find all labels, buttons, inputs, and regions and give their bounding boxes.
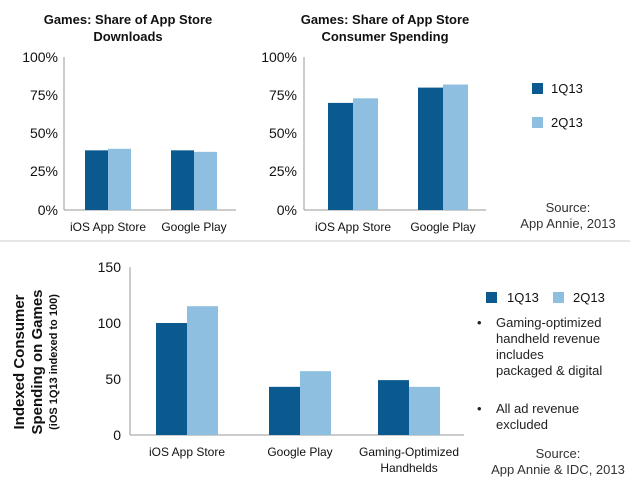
bar-chart3-gaming-optimized-handhelds-1q13 (378, 380, 409, 435)
chart1-title-line2: Downloads (93, 29, 162, 44)
note1-line2: handheld revenue (496, 331, 600, 346)
chart2-xtick-googleplay: Google Play (410, 220, 475, 234)
bar-chart2-ios-app-store-2q13 (353, 98, 378, 210)
legend-bottom-label-2q13: 2Q13 (573, 290, 605, 305)
chart3-bars (156, 306, 440, 435)
chart3-xtick-handhelds-line1: Gaming-Optimized (359, 445, 459, 459)
note1-line3: includes (496, 347, 544, 362)
chart3-ytick-150: 150 (98, 259, 122, 275)
chart1-xtick-ios: iOS App Store (70, 220, 146, 234)
bar-chart1-google-play-1q13 (171, 150, 194, 210)
chart1-xtick-googleplay: Google Play (161, 220, 226, 234)
legend-bottom-swatch-1q13 (486, 292, 497, 303)
source-top-line2: App Annie, 2013 (520, 216, 615, 231)
chart1-ytick-25: 25% (30, 163, 58, 179)
legend-top: 1Q13 2Q13 (532, 81, 583, 130)
legend-top-swatch-2q13 (532, 117, 543, 128)
chart2-ytick-50: 50% (269, 125, 297, 141)
source-top-line1: Source: (546, 200, 591, 215)
source-bottom-line1: Source: (536, 446, 581, 461)
bar-chart2-google-play-1q13 (418, 87, 443, 210)
legend-bottom-swatch-2q13 (553, 292, 564, 303)
legend-top-swatch-1q13 (532, 83, 543, 94)
chart2-bars (328, 84, 468, 210)
note2-bullet: • (477, 401, 482, 416)
chart3-ytick-0: 0 (113, 427, 121, 443)
chart3-ylabel: Indexed Consumer Spending on Games (iOS … (11, 289, 60, 434)
legend-top-label-1q13: 1Q13 (551, 81, 583, 96)
chart2-ytick-75: 75% (269, 87, 297, 103)
notes: • Gaming-optimized handheld revenue incl… (477, 315, 602, 432)
bar-chart3-gaming-optimized-handhelds-2q13 (409, 386, 440, 435)
chart2-ytick-100: 100% (261, 49, 297, 65)
chart3-xtick-ios: iOS App Store (149, 445, 225, 459)
legend-bottom-label-1q13: 1Q13 (507, 290, 539, 305)
bar-chart3-ios-app-store-1q13 (156, 323, 187, 435)
chart1-title-line1: Games: Share of App Store (44, 12, 213, 27)
bar-chart2-google-play-2q13 (443, 84, 468, 210)
note1-line1: Gaming-optimized (496, 315, 602, 330)
chart3-ylabel-line2: Spending on Games (29, 289, 46, 434)
chart1-ytick-75: 75% (30, 87, 58, 103)
chart3-ylabel-sub: (iOS 1Q13 indexed to 100) (48, 294, 60, 430)
legend-bottom: 1Q13 2Q13 (486, 290, 605, 305)
chart-downloads: Games: Share of App Store Downloads 0% 2… (22, 12, 236, 234)
chart1-ytick-50: 50% (30, 125, 58, 141)
bar-chart1-google-play-2q13 (194, 151, 217, 210)
chart3-xtick-googleplay: Google Play (267, 445, 332, 459)
chart2-xtick-ios: iOS App Store (315, 220, 391, 234)
chart3-ytick-100: 100 (98, 315, 122, 331)
bar-chart1-ios-app-store-1q13 (85, 150, 108, 210)
chart-spending: Games: Share of App Store Consumer Spend… (261, 12, 486, 234)
chart-indexed: Indexed Consumer Spending on Games (iOS … (11, 259, 464, 475)
chart1-ytick-100: 100% (22, 49, 58, 65)
chart3-ytick-50: 50 (105, 371, 121, 387)
chart2-title-line1: Games: Share of App Store (301, 12, 470, 27)
bar-chart3-google-play-1q13 (269, 386, 300, 435)
note2-line2: excluded (496, 417, 548, 432)
bar-chart3-ios-app-store-2q13 (187, 306, 218, 435)
chart1-ytick-0: 0% (38, 202, 58, 218)
source-bottom-line2: App Annie & IDC, 2013 (491, 462, 625, 477)
legend-top-label-2q13: 2Q13 (551, 115, 583, 130)
bar-chart1-ios-app-store-2q13 (108, 148, 131, 210)
note1-bullet: • (477, 315, 482, 330)
note2-line1: All ad revenue (496, 401, 579, 416)
note1-line4: packaged & digital (496, 363, 602, 378)
chart2-ytick-25: 25% (269, 163, 297, 179)
chart2-ytick-0: 0% (277, 202, 297, 218)
chart1-bars (85, 148, 217, 210)
bar-chart2-ios-app-store-1q13 (328, 102, 353, 210)
chart3-xtick-handhelds-line2: Handhelds (380, 461, 437, 475)
chart2-title-line2: Consumer Spending (321, 29, 448, 44)
bar-chart3-google-play-2q13 (300, 371, 331, 435)
chart3-ylabel-line1: Indexed Consumer (11, 294, 28, 429)
